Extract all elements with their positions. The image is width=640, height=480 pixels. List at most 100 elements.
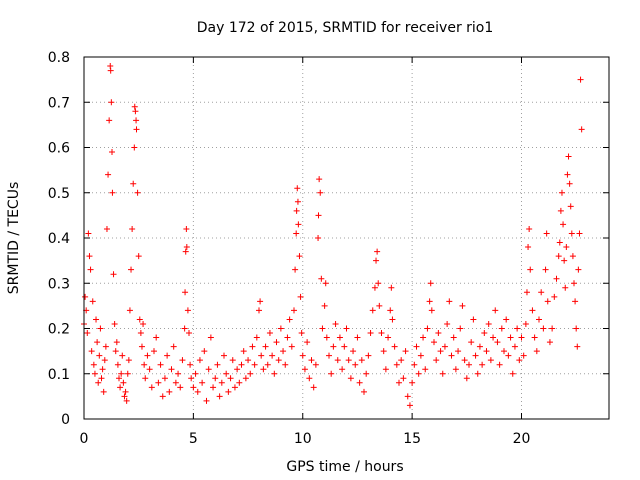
data-point	[411, 361, 418, 368]
data-point	[415, 370, 422, 377]
data-point	[258, 352, 265, 359]
data-point	[192, 370, 199, 377]
data-point	[249, 343, 256, 350]
data-point	[523, 289, 530, 296]
data-point	[179, 357, 186, 364]
data-point	[543, 230, 550, 237]
data-point	[118, 370, 125, 377]
x-tick-label: 15	[403, 431, 421, 447]
data-point	[216, 393, 223, 400]
data-point	[516, 357, 523, 364]
data-point	[109, 189, 116, 196]
data-point	[347, 375, 354, 382]
data-point	[514, 325, 521, 332]
data-point	[551, 293, 558, 300]
data-point	[474, 370, 481, 377]
data-point	[151, 348, 157, 355]
data-point	[135, 253, 142, 260]
data-point	[371, 284, 378, 291]
data-point	[393, 361, 400, 368]
y-gridlines	[84, 101, 609, 375]
data-point	[121, 393, 128, 400]
data-point	[574, 343, 581, 350]
y-tick-label: 0.8	[48, 50, 70, 66]
data-point	[375, 280, 382, 287]
data-point	[356, 379, 363, 386]
data-point	[560, 221, 567, 228]
data-point	[144, 352, 151, 359]
data-point	[159, 393, 166, 400]
data-point	[117, 384, 124, 391]
data-point	[201, 348, 208, 355]
data-point	[463, 375, 470, 382]
data-point	[567, 203, 574, 210]
data-point	[369, 307, 376, 314]
data-point	[214, 361, 221, 368]
data-point	[225, 388, 232, 395]
data-point	[520, 352, 527, 359]
data-point	[105, 171, 112, 178]
data-point	[304, 339, 311, 346]
data-point	[131, 144, 138, 151]
data-point	[336, 334, 343, 341]
data-point	[205, 366, 212, 373]
data-point	[141, 361, 148, 368]
data-point	[142, 375, 149, 382]
data-point	[89, 298, 96, 305]
y-tick-label: 0.2	[48, 322, 70, 338]
data-point	[231, 384, 238, 391]
data-point	[87, 266, 94, 273]
x-axis-label: GPS time / hours	[286, 459, 403, 475]
data-point	[553, 275, 560, 282]
data-point	[161, 375, 168, 382]
data-point	[101, 357, 108, 364]
data-point	[557, 207, 564, 214]
data-point	[102, 343, 109, 350]
data-point	[536, 316, 542, 323]
data-point	[518, 334, 525, 341]
data-point	[182, 248, 189, 255]
data-point	[207, 334, 214, 341]
data-point	[316, 176, 323, 183]
data-point	[396, 379, 402, 386]
data-point	[382, 366, 389, 373]
data-point	[546, 339, 553, 346]
data-point	[187, 361, 194, 368]
data-point	[136, 316, 143, 323]
data-point	[431, 339, 437, 346]
data-point	[111, 320, 118, 327]
data-point	[251, 361, 258, 368]
data-point	[119, 352, 126, 359]
data-point	[175, 370, 182, 377]
data-point	[170, 343, 177, 350]
data-point	[186, 330, 192, 337]
data-point	[107, 67, 114, 74]
data-point	[363, 370, 370, 377]
data-point	[509, 370, 516, 377]
data-point	[116, 375, 122, 382]
data-point	[326, 352, 332, 359]
data-point	[294, 185, 301, 192]
data-point	[297, 293, 304, 300]
data-point	[441, 343, 448, 350]
data-point	[569, 253, 576, 260]
data-point	[229, 357, 236, 364]
data-point	[354, 334, 361, 341]
data-point	[507, 334, 514, 341]
data-point	[476, 343, 483, 350]
data-point	[540, 325, 547, 332]
data-point	[275, 357, 282, 364]
y-tick-label: 0	[61, 412, 70, 428]
y-axis-label: SRMTID / TECUs	[6, 182, 22, 295]
data-point	[365, 352, 372, 359]
data-point	[533, 348, 540, 355]
data-point	[505, 352, 512, 359]
data-point	[124, 370, 131, 377]
data-point	[470, 316, 477, 323]
data-point	[210, 384, 217, 391]
data-point	[134, 189, 141, 196]
data-point	[218, 379, 225, 386]
y-tick-label: 0.7	[48, 95, 70, 111]
y-tick-label: 0.6	[48, 141, 70, 157]
data-point	[572, 298, 579, 305]
